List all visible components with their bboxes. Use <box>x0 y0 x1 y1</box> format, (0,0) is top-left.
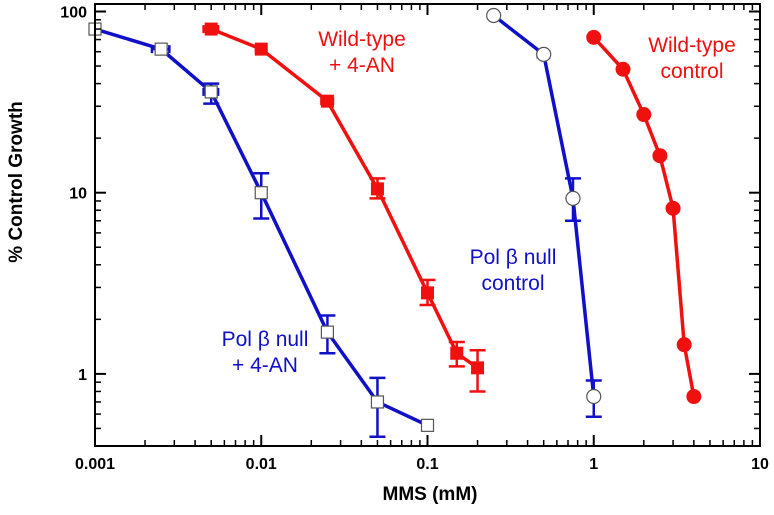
data-point <box>586 29 602 45</box>
data-point <box>536 46 552 62</box>
data-point <box>450 346 464 360</box>
series-layer <box>88 7 702 438</box>
annotation-line: control <box>481 272 544 295</box>
data-point <box>665 200 681 216</box>
series-line <box>492 14 596 397</box>
data-point <box>636 107 652 123</box>
series-3 <box>586 29 702 405</box>
data-point <box>686 389 702 405</box>
data-point <box>615 61 631 77</box>
series-line <box>210 27 479 370</box>
annotation-line: Wild-type <box>318 28 406 51</box>
data-point <box>254 42 268 56</box>
y-tick-label: 1 <box>78 367 87 384</box>
data-point <box>204 85 218 99</box>
data-point <box>565 190 581 207</box>
y-axis-title: % Control Growth <box>6 101 27 262</box>
annotation-line: Wild-type <box>648 34 736 57</box>
x-axis-title: MMS (mM) <box>383 484 478 505</box>
data-point <box>370 182 384 196</box>
data-point <box>486 7 502 24</box>
series-0 <box>88 22 435 438</box>
annotation-pol-beta-null-control: Pol β null control <box>470 246 557 295</box>
x-tick-label: 10 <box>751 456 769 473</box>
series-1 <box>202 22 486 393</box>
x-tick-label: 1 <box>589 456 598 473</box>
y-tick-label: 100 <box>60 5 87 22</box>
data-point <box>652 148 668 164</box>
data-point <box>676 337 692 353</box>
annotation-line: + 4-AN <box>232 354 298 377</box>
y-tick-label: 10 <box>69 186 87 203</box>
data-point <box>420 418 435 432</box>
annotation-line: + 4-AN <box>329 54 395 77</box>
data-point <box>154 42 168 56</box>
data-point <box>254 186 268 200</box>
data-point <box>320 325 335 339</box>
data-point <box>204 22 218 36</box>
x-tick-label: 0.01 <box>246 456 277 473</box>
annotation-line: control <box>660 60 723 83</box>
annotation-line: Pol β null <box>470 246 557 269</box>
data-point <box>471 361 485 375</box>
annotation-wild-type-control: Wild-type control <box>648 34 736 83</box>
data-point <box>370 395 385 409</box>
annotation-wild-type-4an: Wild-type + 4-AN <box>318 28 406 77</box>
series-2 <box>486 7 602 419</box>
x-tick-label: 0.1 <box>416 456 438 473</box>
data-point <box>586 388 602 405</box>
axes: 0.001 0.01 0.1 1 10 1 10 100 <box>60 3 769 473</box>
data-point <box>320 94 334 108</box>
annotation-pol-beta-null-4an: Pol β null + 4-AN <box>222 328 309 377</box>
annotation-line: Pol β null <box>222 328 309 351</box>
data-point <box>421 286 434 300</box>
x-tick-label: 0.001 <box>75 456 115 473</box>
